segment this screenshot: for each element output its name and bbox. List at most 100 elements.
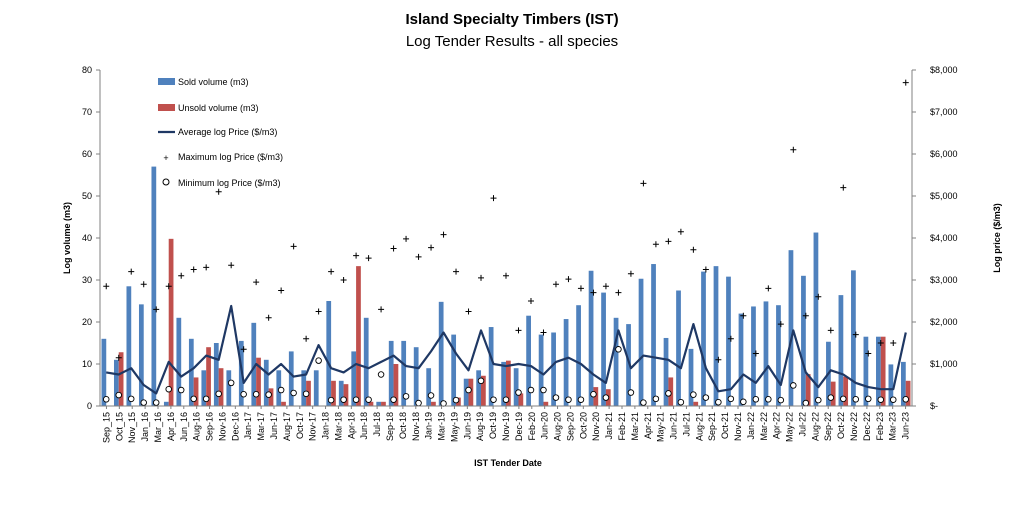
min-price-point bbox=[227, 379, 235, 387]
max-price-point bbox=[665, 238, 672, 245]
sold-volume-bar bbox=[726, 276, 731, 406]
min-price-point bbox=[602, 394, 610, 401]
sold-volume-bar bbox=[838, 295, 844, 406]
min-price-point bbox=[277, 386, 285, 394]
x-tick-label: Oct-19 bbox=[488, 412, 498, 439]
legend-label-maximum: Maximum log Price ($/m3) bbox=[178, 152, 283, 162]
sold-volume-bar bbox=[476, 370, 482, 406]
x-tick-label: Jun_16 bbox=[179, 412, 189, 442]
sold-volume-bar bbox=[388, 340, 394, 406]
min-price-point bbox=[815, 396, 822, 404]
min-price-point bbox=[152, 399, 160, 406]
sold-volume-bar bbox=[751, 306, 756, 406]
sold-volume-bar bbox=[701, 271, 706, 406]
min-price-point bbox=[440, 400, 447, 407]
x-tick-label: Aug-22 bbox=[810, 412, 820, 441]
max-price-point bbox=[340, 277, 347, 283]
y-tick-label: 60 bbox=[82, 149, 92, 159]
min-price-point bbox=[877, 396, 885, 403]
x-tick-label: Sep-22 bbox=[823, 412, 833, 441]
min-price-point bbox=[127, 395, 135, 403]
x-tick-label: Mar-19 bbox=[437, 412, 447, 441]
sold-volume-bar bbox=[626, 324, 631, 406]
sold-volume-bar bbox=[513, 368, 519, 406]
y2-tick-label: $- bbox=[930, 401, 938, 411]
min-price-point bbox=[377, 371, 385, 378]
unsold-volume-bar bbox=[518, 393, 524, 406]
max-price-point bbox=[390, 245, 397, 252]
max-price-point bbox=[140, 281, 147, 288]
y-tick-label: 0 bbox=[87, 401, 92, 411]
sold-volume-bar bbox=[401, 340, 407, 406]
min-price-point bbox=[365, 396, 372, 403]
min-price-point bbox=[690, 391, 697, 398]
min-price-point bbox=[752, 396, 760, 403]
y-axis-ticks: 0 10 20 30 40 50 60 70 80 bbox=[82, 65, 100, 411]
y2-axis-ticks: $- $1,000 $2,000 $3,000 $4,000 $5,000 $6,000 $7… bbox=[912, 65, 958, 411]
x-tick-label: May-19 bbox=[449, 412, 459, 442]
max-price-point bbox=[840, 184, 847, 191]
max-price-point bbox=[303, 335, 310, 342]
unsold-volume-bar bbox=[843, 376, 849, 406]
sold-volume-bar bbox=[863, 336, 869, 406]
min-price-point bbox=[552, 394, 560, 401]
x-tick-label: Mar-23 bbox=[888, 412, 898, 441]
sold-volume-bar bbox=[551, 332, 556, 406]
unsold-volume-bar bbox=[543, 401, 549, 406]
x-tick-label: Jun-18 bbox=[359, 412, 369, 440]
y2-tick-label: $1,000 bbox=[930, 359, 958, 369]
x-tick-label: Jun-21 bbox=[669, 412, 679, 440]
y2-tick-label: $4,000 bbox=[930, 233, 958, 243]
x-tick-label: Oct-20 bbox=[578, 412, 588, 439]
x-tick-label: Nov_15 bbox=[127, 412, 137, 443]
y2-tick-label: $5,000 bbox=[930, 191, 958, 201]
sold-volume-bar bbox=[226, 370, 232, 406]
min-price-point bbox=[215, 390, 222, 398]
x-tick-label: Nov-20 bbox=[591, 412, 601, 441]
sold-volume-bar bbox=[251, 322, 257, 406]
sold-volume-bar bbox=[601, 292, 606, 406]
min-price-point bbox=[777, 396, 785, 404]
x-tick-label: Jul-18 bbox=[372, 412, 382, 437]
sold-volume-bar bbox=[151, 166, 157, 406]
max-price-point bbox=[465, 308, 472, 315]
x-tick-label: Mar_16 bbox=[153, 412, 163, 443]
sold-volume-bar bbox=[201, 370, 207, 406]
x-tick-label: Apr-21 bbox=[643, 412, 653, 439]
unsold-volume-bar bbox=[693, 401, 699, 406]
max-price-point bbox=[328, 268, 335, 275]
max-price-point bbox=[527, 298, 534, 304]
max-price-point bbox=[215, 188, 222, 195]
sold-volume-bar bbox=[888, 364, 894, 406]
x-tick-label: Sep-18 bbox=[385, 412, 395, 441]
min-price-point bbox=[315, 357, 322, 364]
sold-volume-bar bbox=[776, 305, 781, 406]
x-tick-label: Nov-17 bbox=[308, 412, 318, 441]
min-price-point bbox=[165, 385, 172, 393]
unsold-volume-bar bbox=[468, 378, 474, 406]
max-price-point bbox=[378, 306, 385, 313]
min-price-point bbox=[252, 390, 260, 398]
min-price-point bbox=[627, 389, 635, 396]
max-price-point bbox=[890, 340, 897, 346]
max-price-point bbox=[540, 329, 547, 336]
sold-volume-bar bbox=[338, 380, 344, 406]
min-price-point bbox=[452, 396, 460, 404]
x-tick-label: Sep-16 bbox=[205, 412, 215, 441]
unsold-volume-bar bbox=[905, 380, 911, 406]
x-tick-label: Jan-22 bbox=[746, 412, 756, 440]
min-price-point bbox=[465, 386, 472, 394]
x-tick-label: Jan_16 bbox=[140, 412, 150, 442]
sold-volume-bar bbox=[801, 275, 806, 406]
x-tick-label: May-21 bbox=[656, 412, 666, 442]
min-price-point bbox=[240, 390, 247, 398]
x-tick-label: Jul-21 bbox=[681, 412, 691, 437]
sold-volume-bar bbox=[313, 370, 319, 406]
x-tick-label: Mar-18 bbox=[333, 412, 343, 441]
min-price-point bbox=[177, 386, 185, 394]
x-tick-label: Nov-21 bbox=[733, 412, 743, 441]
max-price-point bbox=[153, 306, 160, 313]
x-tick-label: Jan-17 bbox=[243, 412, 253, 440]
x-tick-label: Apr-22 bbox=[772, 412, 782, 439]
sold-volume-bar bbox=[413, 347, 419, 406]
